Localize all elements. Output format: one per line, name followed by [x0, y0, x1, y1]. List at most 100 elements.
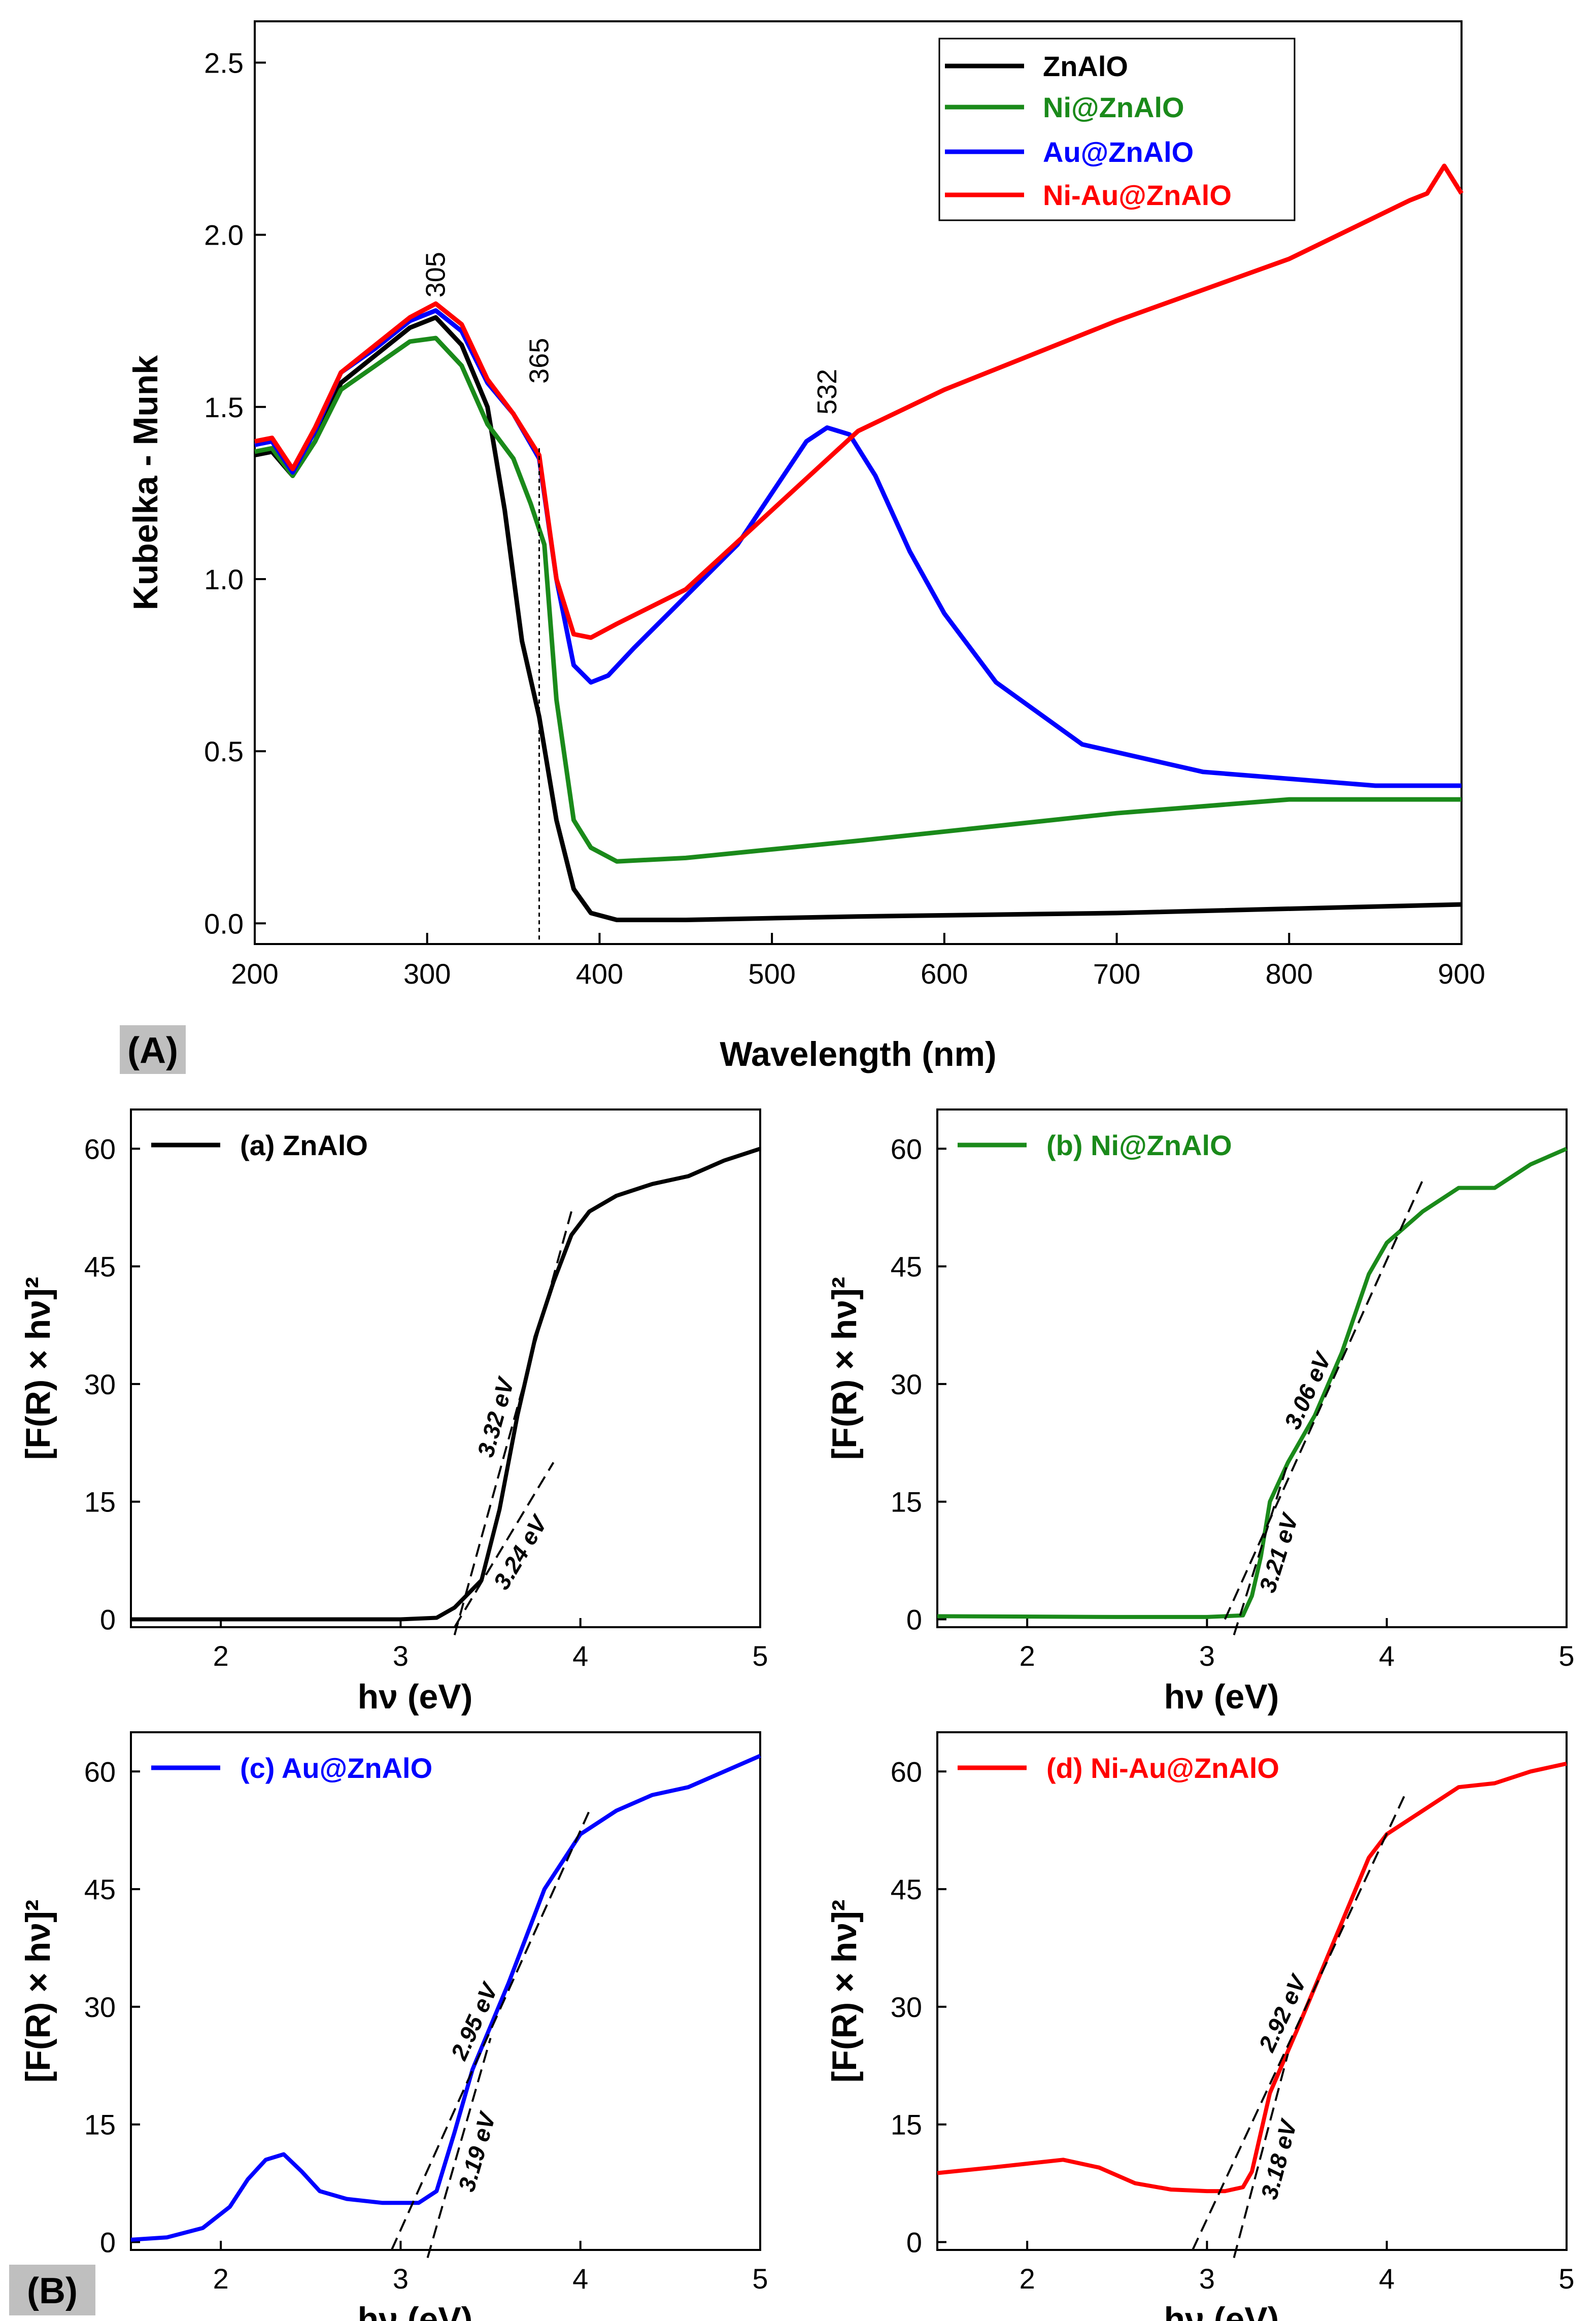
subplot-b-x-tick-label: 4 [1379, 1640, 1395, 1672]
panel-a-y-tick-label: 2.0 [204, 219, 244, 251]
legend-label-ni-au-znalo: Ni-Au@ZnAlO [1043, 179, 1232, 211]
subplot-c-y-tick-label: 15 [84, 2109, 116, 2141]
subplot-d-fit-line-2 [1233, 2054, 1289, 2258]
subplot-b-fit-line-1 [1224, 1180, 1424, 1620]
subplot-a-frame [130, 1108, 761, 1628]
subplot-b-y-tick-label: 0 [906, 1604, 922, 1636]
subplot-d-y-tick-label: 15 [891, 2109, 922, 2141]
legend-label-au-znalo: Au@ZnAlO [1043, 136, 1194, 168]
subplot-a-legend-label: (a) ZnAlO [240, 1129, 368, 1161]
panel-a-label-bg [120, 1025, 186, 1074]
panel-a-x-tick-label: 600 [921, 958, 968, 990]
panel-a-y-tick-label: 1.0 [204, 563, 244, 595]
subplot-c-y-tick-label: 0 [100, 2227, 116, 2259]
subplot-b-frame [936, 1108, 1568, 1628]
subplot-b-y-tick-label: 45 [891, 1251, 922, 1283]
subplot-c-fit-label-2: 3.19 eV [453, 2108, 501, 2195]
subplot-a-x-tick-label: 5 [752, 1640, 768, 1672]
subplot-a-x-tick-label: 2 [213, 1640, 229, 1672]
subplot-d-legend-label: (d) Ni-Au@ZnAlO [1046, 1752, 1279, 1784]
legend-label-znalo: ZnAlO [1043, 50, 1128, 82]
subplot-c-x-tick-label: 2 [213, 2263, 229, 2295]
subplot-c-x-axis-label: hν (eV) [358, 2300, 473, 2321]
subplot-b-y-tick-label: 30 [891, 1368, 922, 1400]
subplot-b-x-tick-label: 3 [1199, 1640, 1215, 1672]
panel-b-label: (B) [27, 2271, 78, 2311]
subplot-a-curve [131, 1147, 761, 1622]
subplot-c-x-tick-label: 5 [752, 2263, 768, 2295]
subplot-a-y-tick-label: 15 [84, 1486, 116, 1518]
series-line-au-znalo [254, 308, 1462, 788]
subplot-c-y-axis-label: [F(R) × hν]² [19, 1900, 57, 2083]
subplot-a-fit-line-2 [453, 1462, 555, 1628]
series-line-znalo [254, 315, 1462, 922]
subplot-c-x-tick-label: 4 [572, 2263, 588, 2295]
panel-a-frame [254, 20, 1463, 945]
panel-a-peak-label-532: 532 [812, 369, 842, 415]
subplot-a-x-axis-label: hν (eV) [358, 1677, 473, 1716]
subplot-b-x-tick-label: 5 [1558, 1640, 1574, 1672]
subplot-a-y-tick-label: 45 [84, 1251, 116, 1283]
subplot-d-y-tick-label: 45 [891, 1873, 922, 1905]
subplot-a-y-tick-label: 60 [84, 1133, 116, 1165]
subplot-a-x-tick-label: 3 [393, 1640, 409, 1672]
subplot-a-fit-line-1 [453, 1211, 572, 1635]
subplot-d-y-tick-label: 0 [906, 2227, 922, 2259]
panel-a-y-tick-label: 0.0 [204, 907, 244, 939]
subplot-c-legend-label: (c) Au@ZnAlO [240, 1752, 432, 1784]
subplot-d-x-tick-label: 3 [1199, 2263, 1215, 2295]
subplot-b-legend-label: (b) Ni@ZnAlO [1046, 1129, 1232, 1161]
panel-a-y-tick-label: 2.5 [204, 47, 244, 79]
subplot-c-y-tick-label: 30 [84, 1991, 116, 2023]
panel-a-x-tick-label: 900 [1438, 958, 1485, 990]
subplot-d-fit-line-1 [1192, 1794, 1406, 2250]
panel-a-chart: 0.0 0.5 1.0 1.5 2.0 2.5 200 300 400 500 600 700 800… [120, 20, 1485, 1074]
subplot-d-x-tick-label: 4 [1379, 2263, 1395, 2295]
panel-a-x-tick-label: 500 [748, 958, 795, 990]
panel-a-x-tick-label: 400 [576, 958, 623, 990]
subplot-d-x-axis-label: hν (eV) [1164, 2300, 1279, 2321]
subplot-d-curve [937, 1761, 1567, 2194]
subplot-b-x-axis-label: hν (eV) [1164, 1677, 1279, 1716]
legend-box [938, 38, 1296, 221]
subplot-c-frame [130, 1731, 761, 2251]
subplot-d-y-tick-label: 30 [891, 1991, 922, 2023]
panel-a-legend: ZnAlO Ni@ZnAlO Au@ZnAlO Ni-Au@ZnAlO [938, 38, 1296, 221]
subplot-b-y-axis-label: [F(R) × hν]² [825, 1277, 864, 1460]
subplot-b-fit-line-2 [1233, 1462, 1289, 1636]
panel-b-label-bg [9, 2265, 95, 2315]
panel-a-y-tick-label: 0.5 [204, 735, 244, 767]
panel-a-y-axis-label: Kubelka - Munk [126, 355, 165, 611]
subplot-b-curve [937, 1147, 1568, 1619]
subplot-c-y-tick-label: 45 [84, 1873, 116, 1905]
panel-a-x-axis-label: Wavelength (nm) [720, 1035, 996, 1073]
subplot-a-x-tick-label: 4 [572, 1640, 588, 1672]
panel-a-x-tick-label: 800 [1266, 958, 1313, 990]
subplot-d-frame [936, 1731, 1568, 2251]
subplot-a-y-tick-label: 30 [84, 1368, 116, 1400]
subplot-d-y-axis-label: [F(R) × hν]² [825, 1900, 864, 2083]
subplot-d-y-tick-label: 60 [891, 1756, 922, 1788]
panel-a-peak-label-305: 305 [421, 252, 451, 297]
panel-a-x-tick-label: 300 [403, 958, 451, 990]
panel-a-peak-label-365: 365 [524, 338, 555, 384]
series-line-ni-znalo [254, 335, 1462, 864]
subplot-c-fit-line-2 [426, 2038, 492, 2259]
subplot-d-x-tick-label: 2 [1020, 2263, 1035, 2295]
subplot-b-x-tick-label: 2 [1020, 1640, 1035, 1672]
legend-label-ni-znalo: Ni@ZnAlO [1043, 91, 1184, 123]
panel-a-x-tick-label: 200 [231, 958, 278, 990]
series-line-ni-au-znalo [254, 163, 1464, 640]
subplot-b-y-tick-label: 15 [891, 1486, 922, 1518]
panel-a-y-tick-label: 1.5 [204, 391, 244, 423]
subplot-a-y-axis-label: [F(R) × hν]² [19, 1277, 57, 1460]
panel-a-label: (A) [127, 1030, 178, 1071]
subplot-a-y-tick-label: 0 [100, 1604, 116, 1636]
subplot-b-y-tick-label: 60 [891, 1133, 922, 1165]
subplot-d-x-tick-label: 5 [1558, 2263, 1574, 2295]
